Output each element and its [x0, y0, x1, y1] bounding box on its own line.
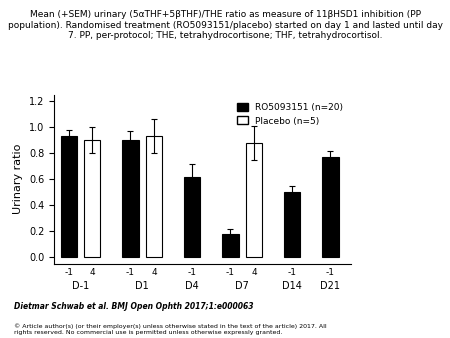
Bar — [84, 140, 100, 257]
Text: 4: 4 — [251, 268, 257, 276]
Text: BMJ: BMJ — [387, 303, 414, 316]
Text: Mean (+SEM) urinary (5αTHF+5βTHF)/THE ratio as measure of 11βHSD1 inhibition (PP: Mean (+SEM) urinary (5αTHF+5βTHF)/THE ra… — [8, 10, 442, 40]
Bar — [122, 140, 139, 257]
Text: -1: -1 — [226, 268, 235, 276]
Text: Dietmar Schwab et al. BMJ Open Ophth 2017;1:e000063: Dietmar Schwab et al. BMJ Open Ophth 201… — [14, 302, 253, 311]
Bar — [322, 157, 338, 257]
Text: D21: D21 — [320, 281, 340, 291]
Text: -1: -1 — [64, 268, 73, 276]
Bar — [184, 176, 200, 257]
Bar — [222, 234, 239, 257]
Text: -1: -1 — [126, 268, 135, 276]
Y-axis label: Urinary ratio: Urinary ratio — [14, 144, 23, 214]
Bar — [284, 192, 300, 257]
Bar — [146, 136, 162, 257]
Text: 4: 4 — [151, 268, 157, 276]
Text: D-1: D-1 — [72, 281, 89, 291]
Bar — [61, 136, 77, 257]
Text: -1: -1 — [326, 268, 335, 276]
Text: Opthalmology: Opthalmology — [378, 326, 423, 331]
Bar — [246, 143, 262, 257]
Text: -1: -1 — [188, 268, 197, 276]
Text: D1: D1 — [135, 281, 149, 291]
Text: D14: D14 — [282, 281, 302, 291]
Text: Open: Open — [388, 315, 413, 324]
Text: 4: 4 — [90, 268, 95, 276]
Text: -1: -1 — [288, 268, 297, 276]
Text: © Article author(s) (or their employer(s) unless otherwise stated in the text of: © Article author(s) (or their employer(s… — [14, 323, 326, 335]
Legend: RO5093151 (n=20), Placebo (n=5): RO5093151 (n=20), Placebo (n=5) — [233, 99, 346, 129]
Text: D7: D7 — [235, 281, 249, 291]
Text: D4: D4 — [185, 281, 199, 291]
